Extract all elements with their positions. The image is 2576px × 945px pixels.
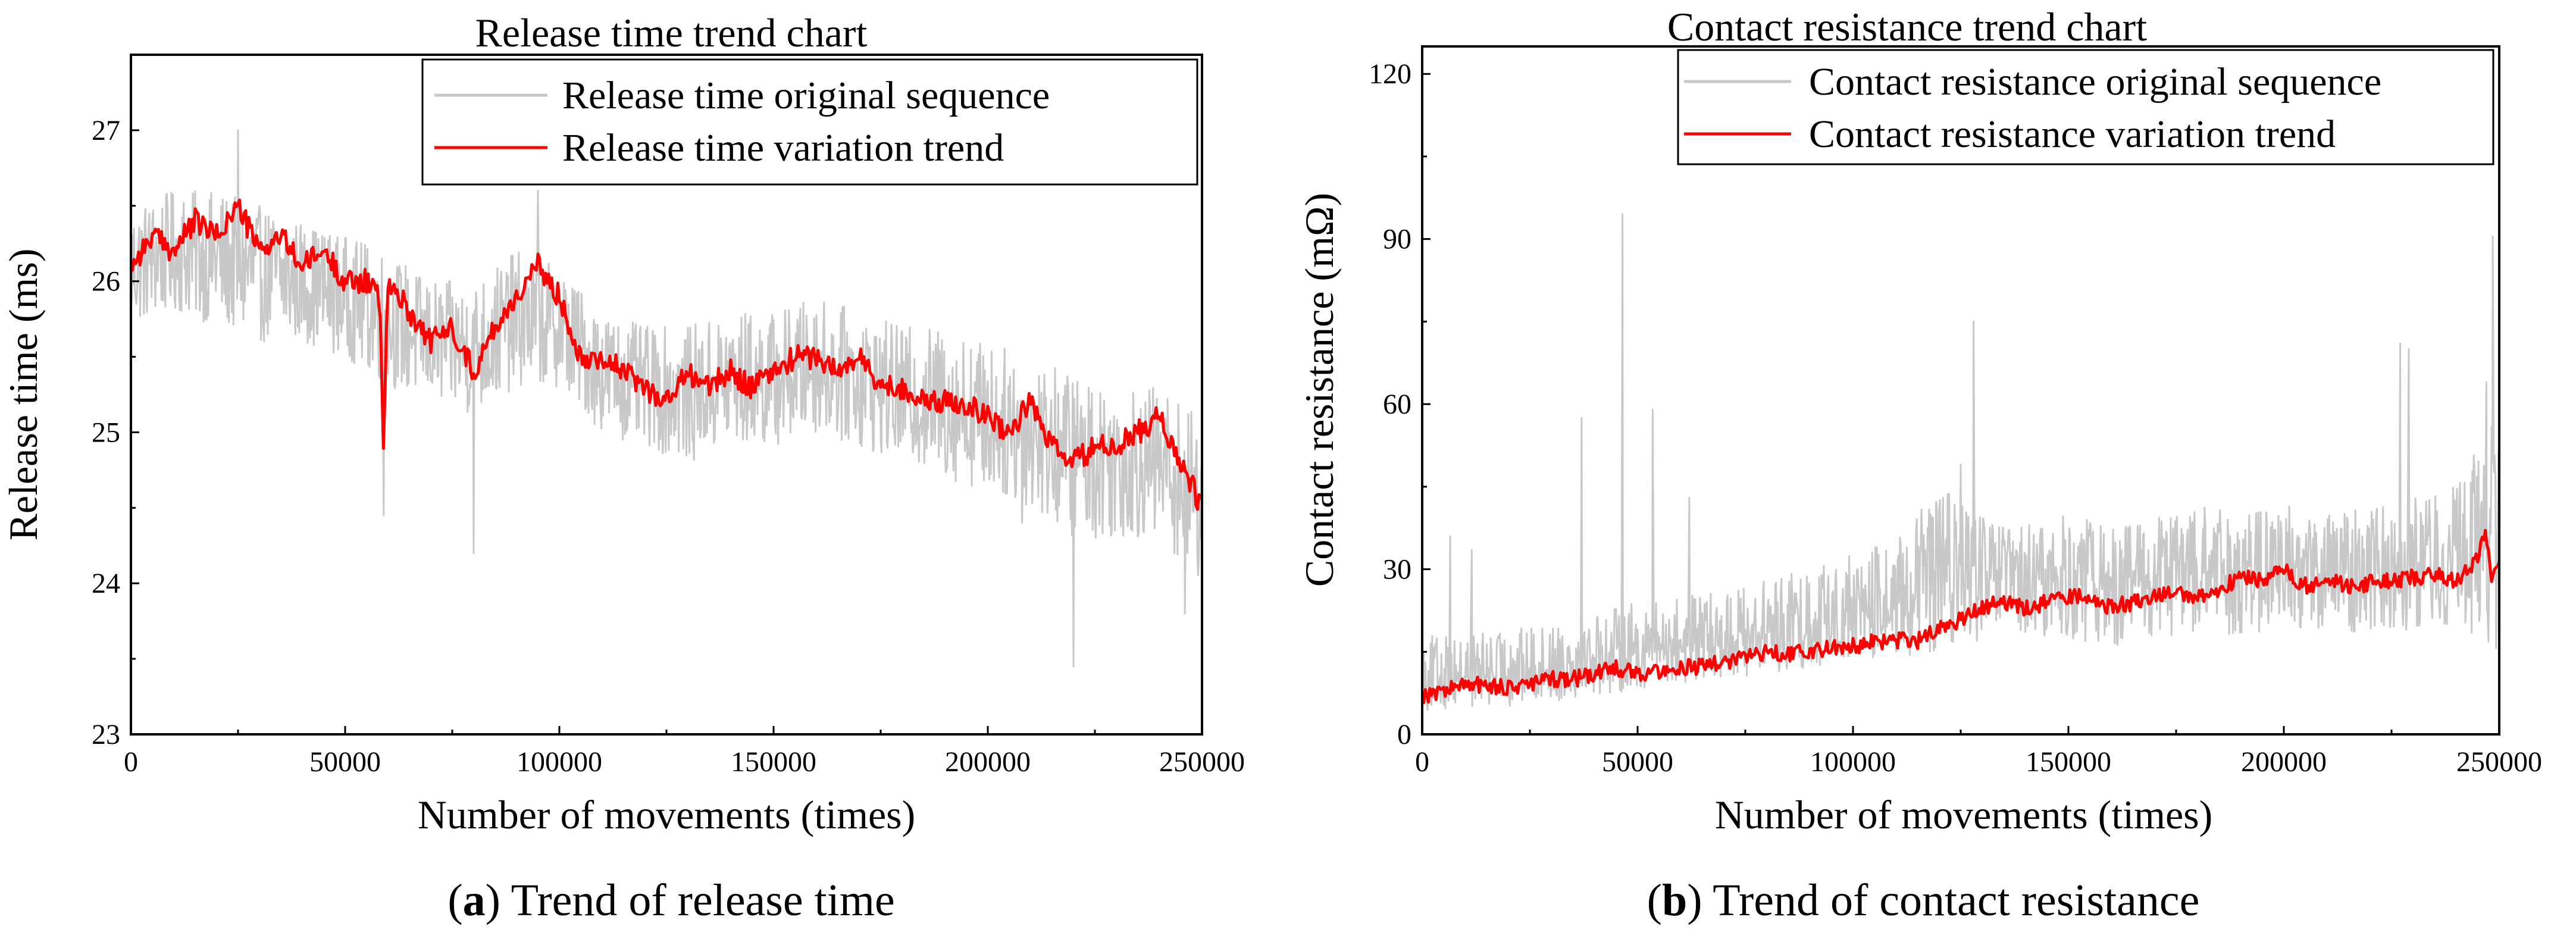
caption-a-close: ) [486,875,500,925]
caption-a-open: ( [447,875,462,925]
x-tick-label: 50000 [1602,746,1673,778]
caption-a: (a) Trend of release time [447,875,894,925]
legend-label-trend: Release time variation trend [562,126,1004,170]
y-tick-label: 25 [92,417,120,448]
legend-label-original: Release time original sequence [562,74,1050,117]
legend-box [1677,49,2494,165]
x-tick-label: 250000 [1159,746,1245,778]
x-tick-label: 250000 [2456,746,2542,778]
y-tick-label: 30 [1383,554,1411,586]
series-trend-line [131,198,1202,511]
caption-b-open: ( [1647,875,1662,925]
legend: Release time original sequence Release t… [421,58,1198,186]
x-tick-label: 150000 [731,746,816,778]
x-tick-label: 50000 [309,746,381,778]
y-tick-label: 23 [92,719,120,750]
x-tick-label: 0 [124,746,138,778]
caption-a-text: Trend of release time [500,875,895,925]
y-tick-label: 120 [1369,58,1411,90]
legend-label-trend: Contact resistance variation trend [1809,112,2336,156]
caption-b-close: ) [1687,875,1702,925]
y-tick-label: 26 [92,266,120,298]
y-axis-label: Release time (ms) [1,249,46,541]
panel-contact-resistance: Contact resistance trend chart 0 50000 100… [1297,4,2542,925]
y-tick-label: 60 [1383,389,1411,420]
x-axis-label: Number of movements (times) [1715,792,2213,837]
legend: Contact resistance original sequence Con… [1677,49,2494,165]
y-tick-label: 24 [92,568,120,599]
series-group [131,129,1202,668]
chart-title: Release time trend chart [475,10,868,55]
chart-title: Contact resistance trend chart [1667,4,2147,49]
axis-ticks: 0 50000 100000 150000 200000 250000 0 30 60 90 120 [1369,58,2542,778]
legend-label-original: Contact resistance original sequence [1809,60,2381,104]
caption-b-letter: b [1662,875,1687,925]
x-tick-label: 0 [1415,746,1429,778]
y-tick-label: 27 [92,115,120,146]
caption-a-letter: a [463,875,486,925]
series-group [1422,213,2499,712]
x-tick-label: 100000 [1810,746,1896,778]
x-tick-label: 200000 [945,746,1031,778]
panel-release-time: Release time trend chart 0 50000 100000 150… [1,10,1245,925]
caption-b: (b) Trend of contact resistance [1647,875,2200,925]
x-tick-label: 100000 [517,746,602,778]
plot-area [131,129,1202,668]
y-tick-label: 0 [1397,719,1411,750]
axis-ticks: 0 50000 100000 150000 200000 250000 23 24 25 26 27 [92,115,1245,778]
caption-b-text: Trend of contact resistance [1702,875,2200,925]
x-tick-label: 150000 [2026,746,2111,778]
x-axis-label: Number of movements (times) [418,792,916,837]
x-tick-label: 200000 [2241,746,2327,778]
series-original-line [1422,213,2499,712]
y-tick-label: 90 [1383,224,1411,255]
legend-box [421,58,1198,186]
y-axis-label: Contact resistance (mΩ) [1297,193,1342,587]
series-trend-line [1422,528,2499,704]
plot-area [1422,213,2499,712]
